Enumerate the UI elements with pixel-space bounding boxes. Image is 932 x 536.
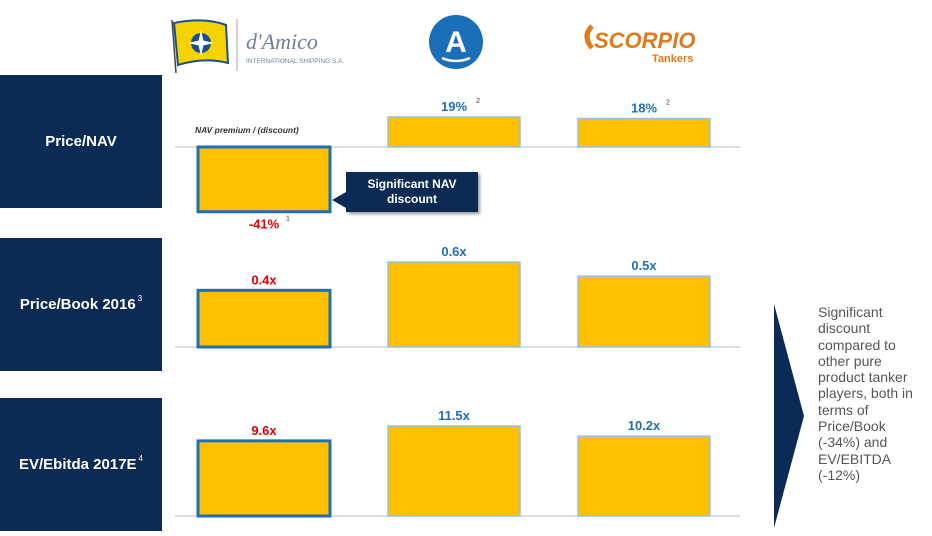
- ardmore-logo: A: [428, 14, 484, 70]
- row-label-text: EV/Ebitda 2017E: [18, 456, 137, 473]
- chart-data-label: 9.6x: [251, 423, 277, 438]
- row-label-sup: 4: [138, 454, 143, 463]
- callout-line-2: discount: [387, 192, 437, 206]
- chart-data-label: 19%: [441, 99, 467, 114]
- scorpio-wordmark-icon: SCORPIO Tankers: [584, 24, 695, 65]
- chevron-right-icon: [774, 304, 804, 528]
- damico-script-name: d'Amico: [246, 29, 318, 54]
- chart-data-label: -41%: [249, 217, 280, 232]
- row-label-ev-ebitda: EV/Ebitda 2017E 4: [0, 398, 162, 531]
- chart-bar-scorpio-tankers: [577, 275, 711, 348]
- chart-bar-ardmore: [387, 116, 521, 148]
- chart-data-label: 0.6x: [441, 244, 467, 259]
- chart-data-label: 11.5x: [438, 408, 471, 423]
- damico-subtitle: INTERNATIONAL SHIPPING S.A.: [246, 58, 344, 65]
- nav-discount-callout: Significant NAV discount: [332, 172, 478, 212]
- row-label-text: Price/NAV: [45, 133, 117, 150]
- chart-bar-d-amico: [196, 288, 332, 349]
- damico-logo: d'Amico INTERNATIONAL SHIPPING S.A.: [164, 15, 364, 75]
- ardmore-letter: A: [445, 26, 467, 59]
- damico-flag-icon: d'Amico INTERNATIONAL SHIPPING S.A.: [171, 19, 344, 74]
- chart-data-label-sup: 1: [286, 216, 290, 223]
- chart-data-label: 10.2x: [628, 418, 661, 433]
- row-label-sup: 3: [137, 294, 143, 303]
- row-label-price-book: Price/Book 2016 3: [0, 238, 162, 371]
- scorpio-sub: Tankers: [652, 53, 693, 65]
- row-label-price-nav: Price/NAV: [0, 75, 162, 208]
- chart-data-label: 0.5x: [631, 258, 657, 273]
- chart-bar-scorpio-tankers: [577, 435, 711, 517]
- chart-bar-d-amico: [196, 439, 332, 518]
- chart-bar-d-amico: [196, 145, 332, 214]
- chart-bar-ardmore: [387, 261, 521, 348]
- chart-bar-ardmore: [387, 425, 521, 517]
- nav-caption: NAV premium / (discount): [195, 125, 299, 135]
- scorpio-logo: SCORPIO Tankers: [580, 22, 710, 66]
- scorpio-name: SCORPIO: [594, 28, 695, 53]
- chart-data-label: 0.4x: [251, 272, 277, 287]
- conclusion-text: Significant discount compared to other p…: [818, 304, 913, 483]
- chart-data-label: 18%: [631, 101, 657, 116]
- chart-data-label-sup: 2: [666, 100, 670, 107]
- row-label-text: Price/Book 2016: [19, 296, 136, 313]
- callout-line-1: Significant NAV: [367, 177, 457, 191]
- chart-data-label-sup: 2: [476, 98, 480, 105]
- chart-bar-scorpio-tankers: [577, 117, 711, 148]
- ardmore-a-icon: A: [429, 15, 483, 69]
